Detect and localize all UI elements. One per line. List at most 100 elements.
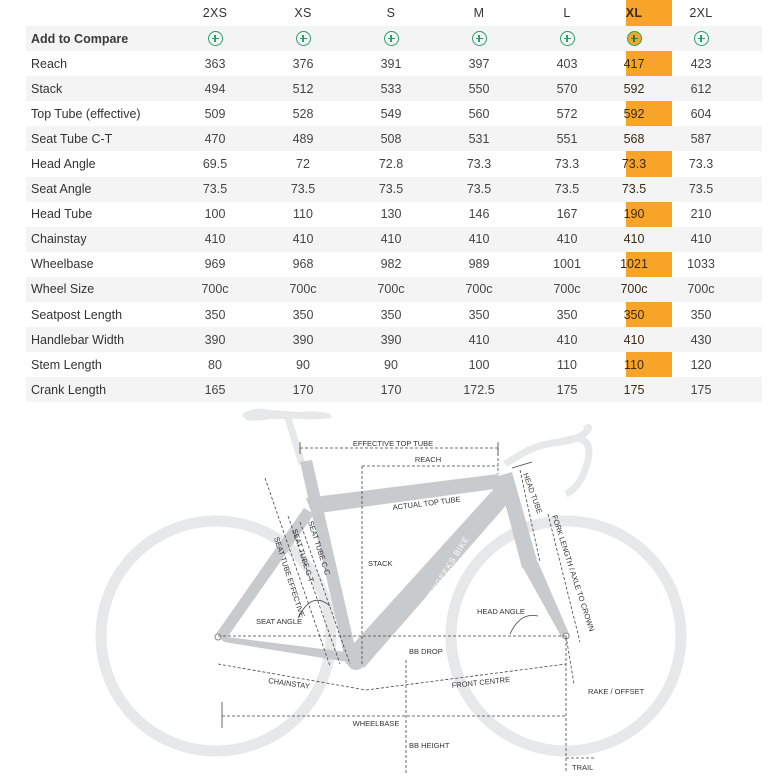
- value-cell-s: 700c: [377, 282, 405, 297]
- head-angle-label: HEAD ANGLE: [477, 607, 525, 616]
- value-cell-2xl: 410: [690, 232, 712, 247]
- value-cell-2xl: 1033: [687, 257, 715, 272]
- value-cell-m: 550: [468, 81, 490, 96]
- add-to-compare-label: Add to Compare: [31, 31, 129, 46]
- value-cell-xs: 72: [296, 157, 310, 172]
- value-cell-xl: 592: [623, 106, 645, 121]
- value-cell-xs: 73.5: [290, 182, 316, 197]
- table-row: Chainstay 410 410 410 410 410 410 410: [26, 226, 762, 252]
- value-cell-l: 570: [556, 81, 578, 96]
- size-header-row: 2XS XS S M L XL 2XL: [26, 0, 762, 26]
- add-compare-xl-icon[interactable]: [626, 31, 642, 47]
- value-cell-2xs: 73.5: [202, 182, 228, 197]
- add-compare-xs-icon[interactable]: [295, 31, 311, 47]
- add-compare-2xs-icon[interactable]: [207, 31, 223, 47]
- value-cell-s: 533: [380, 81, 402, 96]
- value-cell-l: 700c: [553, 282, 581, 297]
- value-cell-2xl: 350: [690, 307, 712, 322]
- value-cell-2xl: 73.5: [688, 182, 714, 197]
- table-row: Stack 494 512 533 550 570 592 612: [26, 76, 762, 102]
- value-cell-xs: 528: [292, 106, 314, 121]
- size-header-l: L: [563, 6, 571, 20]
- add-compare-2xl-icon[interactable]: [693, 31, 709, 47]
- seatstay: [216, 508, 314, 642]
- compare-cell: [435, 26, 523, 51]
- value-cell-l: 73.3: [554, 157, 580, 172]
- value-cell-2xs: 390: [204, 332, 226, 347]
- compare-cell: [611, 26, 657, 51]
- value-cell-2xl: 423: [690, 56, 712, 71]
- value-cell-s: 549: [380, 106, 402, 121]
- value-cell-xs: 489: [292, 131, 314, 146]
- value-cell-2xs: 410: [204, 232, 226, 247]
- value-cell-xl: 417: [623, 56, 645, 71]
- size-header-xs: XS: [294, 6, 312, 20]
- down-tube: [346, 482, 516, 668]
- size-header-2xs: 2XS: [202, 6, 228, 20]
- value-cell-l: 410: [556, 232, 578, 247]
- table-row: Head Angle 69.5 72 72.8 73.3 73.3 73.3 73.3: [26, 151, 762, 176]
- value-cell-xl: 175: [623, 382, 645, 397]
- value-cell-l: 403: [556, 56, 578, 71]
- seat-angle-arc: [297, 599, 331, 619]
- value-cell-2xl: 175: [690, 382, 712, 397]
- value-cell-xl: 110: [624, 357, 644, 372]
- head-angle-arc: [509, 615, 539, 635]
- chainstay-shape: [220, 636, 360, 664]
- value-cell-2xl: 604: [690, 106, 712, 121]
- size-header-m: M: [473, 6, 485, 20]
- row-label: Wheelbase: [31, 257, 94, 272]
- value-cell-s: 508: [380, 131, 402, 146]
- value-cell-m: 350: [468, 307, 490, 322]
- value-cell-xs: 390: [292, 332, 314, 347]
- fork: [522, 562, 570, 638]
- value-cell-2xs: 80: [208, 357, 222, 372]
- add-compare-l-icon[interactable]: [559, 31, 575, 47]
- value-cell-l: 1001: [553, 257, 581, 272]
- value-cell-2xl: 120: [690, 357, 712, 372]
- value-cell-xs: 170: [292, 382, 314, 397]
- value-cell-xs: 376: [292, 56, 314, 71]
- value-cell-l: 350: [556, 307, 578, 322]
- add-compare-s-icon[interactable]: [383, 31, 399, 47]
- value-cell-2xl: 210: [690, 207, 712, 222]
- value-cell-xs: 968: [292, 257, 314, 272]
- table-row: Stem Length 80 90 90 100 110 110 120: [26, 352, 762, 377]
- bb-drop-label: BB DROP: [409, 647, 443, 656]
- value-cell-xl: 1021: [620, 257, 648, 272]
- seat-angle-label: SEAT ANGLE: [256, 617, 302, 626]
- top-tube: [306, 474, 502, 514]
- add-compare-m-icon[interactable]: [471, 31, 487, 47]
- value-cell-2xl: 430: [690, 332, 712, 347]
- value-cell-l: 110: [557, 357, 577, 372]
- row-label: Head Tube: [31, 207, 93, 222]
- value-cell-s: 391: [380, 56, 402, 71]
- geometry-rows: Reach 363 376 391 397 403 417 423 Stack 494 512 533…: [26, 51, 762, 403]
- value-cell-xl: 410: [623, 332, 645, 347]
- value-cell-l: 73.5: [554, 182, 580, 197]
- value-cell-s: 130: [380, 207, 402, 222]
- value-cell-s: 90: [384, 357, 398, 372]
- rear-axle: [214, 633, 222, 641]
- row-label: Top Tube (effective): [31, 106, 141, 121]
- compare-cell: [657, 26, 745, 51]
- row-label: Handlebar Width: [31, 332, 125, 347]
- value-cell-2xs: 165: [204, 382, 226, 397]
- value-cell-m: 700c: [465, 282, 493, 297]
- handlebar: [558, 435, 593, 498]
- value-cell-xl: 73.3: [621, 157, 647, 172]
- value-cell-2xl: 612: [690, 81, 712, 96]
- value-cell-s: 410: [380, 232, 402, 247]
- value-cell-xl: 700c: [620, 282, 648, 297]
- value-cell-2xs: 969: [204, 257, 226, 272]
- trail-label: TRAIL: [572, 763, 593, 772]
- bike-geometry-diagram: GEOMETRYGEEKS BIKE EFFECTIV: [0, 402, 770, 780]
- compare-cell: [347, 26, 435, 51]
- bottom-bracket: [347, 652, 365, 670]
- value-cell-xs: 350: [292, 307, 314, 322]
- value-cell-2xs: 350: [204, 307, 226, 322]
- geometry-diagram-svg: GEOMETRYGEEKS BIKE EFFECTIV: [95, 408, 687, 774]
- saddle: [242, 408, 332, 421]
- row-label: Wheel Size: [31, 282, 95, 297]
- stem: [503, 423, 593, 468]
